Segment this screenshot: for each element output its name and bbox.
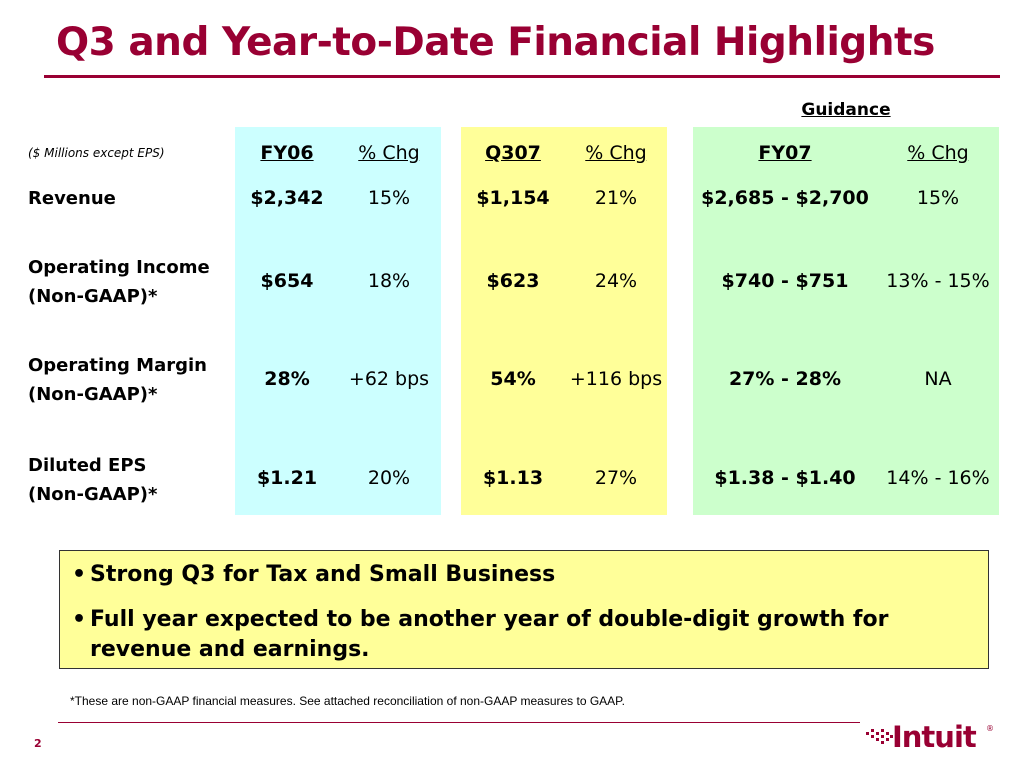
footer-divider: [58, 722, 860, 723]
table-cell: 13% - 15%: [886, 270, 990, 292]
logo-dots-icon: [866, 729, 893, 744]
row-label-operating-margin: Operating Margin: [28, 355, 207, 376]
table-cell: 18%: [367, 270, 411, 292]
bullet-glyph: •: [72, 607, 87, 632]
row-label-operating-income: Operating Income: [28, 257, 210, 278]
table-cell: $623: [486, 270, 540, 292]
table-cell: 54%: [490, 368, 536, 390]
header-q307-chg: % Chg: [585, 142, 647, 164]
title-divider: [44, 75, 1000, 78]
slide-title: Q3 and Year-to-Date Financial Highlights: [56, 20, 935, 65]
table-cell: NA: [924, 368, 952, 390]
table-cell: 15%: [367, 187, 411, 209]
fy06-column-background: [235, 127, 441, 515]
fy07-column-background: [693, 127, 999, 515]
header-fy06: FY06: [260, 142, 314, 164]
table-cell: $1.38 - $1.40: [714, 467, 856, 489]
table-cell: 28%: [264, 368, 310, 390]
table-cell: 27%: [594, 467, 638, 489]
header-fy07-chg: % Chg: [907, 142, 969, 164]
row-label-diluted-eps: Diluted EPS: [28, 455, 147, 476]
table-cell: $654: [260, 270, 314, 292]
table-cell: $1,154: [476, 187, 550, 209]
table-cell: 27% - 28%: [728, 368, 842, 390]
table-cell: $2,342: [250, 187, 324, 209]
table-cell: $1.21: [256, 467, 318, 489]
q307-column-background: [461, 127, 667, 515]
table-cell: +116 bps: [569, 368, 663, 390]
row-label-operating-income-qualifier: (Non-GAAP)*: [28, 286, 158, 307]
guidance-label: Guidance: [801, 100, 891, 120]
intuit-logo: Intuit ®: [862, 720, 1002, 754]
header-fy07: FY07: [758, 142, 812, 164]
table-cell: 24%: [594, 270, 638, 292]
bullet-item: • Full year expected to be another year …: [72, 605, 950, 665]
table-cell: 14% - 16%: [886, 467, 990, 489]
bullet-item: • Strong Q3 for Tax and Small Business: [72, 560, 950, 590]
highlights-callout: • Strong Q3 for Tax and Small Business •…: [59, 550, 989, 669]
footnote: *These are non-GAAP financial measures. …: [70, 694, 625, 708]
logo-registered-mark: ®: [986, 724, 994, 733]
table-cell: $1.13: [482, 467, 544, 489]
table-cell: $2,685 - $2,700: [701, 187, 869, 209]
bullet-glyph: •: [72, 562, 87, 587]
row-label-operating-margin-qualifier: (Non-GAAP)*: [28, 384, 158, 405]
row-label-revenue: Revenue: [28, 188, 116, 209]
bullet-text: Strong Q3 for Tax and Small Business: [90, 562, 556, 587]
page-number: 2: [34, 737, 42, 750]
row-label-diluted-eps-qualifier: (Non-GAAP)*: [28, 484, 158, 505]
header-q307: Q307: [485, 142, 541, 164]
bullet-text: Full year expected to be another year of…: [90, 607, 889, 662]
table-cell: 15%: [916, 187, 960, 209]
header-fy06-chg: % Chg: [358, 142, 420, 164]
table-cell: 20%: [367, 467, 411, 489]
table-cell: +62 bps: [348, 368, 430, 390]
logo-wordmark: Intuit: [892, 720, 977, 754]
units-note: ($ Millions except EPS): [28, 146, 165, 160]
table-cell: $740 - $751: [721, 270, 849, 292]
table-cell: 21%: [594, 187, 638, 209]
